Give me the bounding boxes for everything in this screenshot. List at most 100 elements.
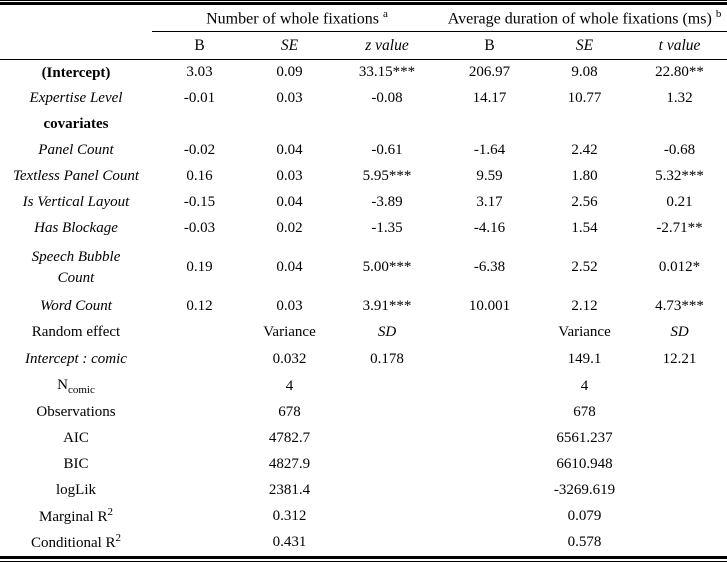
row-label-text: logLik	[56, 482, 96, 499]
cell: 4.73***	[655, 298, 704, 314]
cell: 9.08	[571, 64, 598, 81]
cell: -0.15	[183, 194, 216, 210]
table-row: Panel Count -0.02 0.04 -0.61 -1.64 2.42 -0.68	[0, 138, 727, 164]
spanner-row: Number of whole fixations a Average dura…	[0, 5, 727, 32]
cell	[442, 374, 537, 400]
cell: 33.15***	[358, 64, 416, 81]
cell: 0.03	[276, 298, 303, 314]
row-label: Has Blockage	[0, 216, 152, 242]
table-row: Word Count 0.12 0.03 3.91*** 10.001 2.12 4.73*…	[0, 294, 727, 320]
row-label: Panel Count	[0, 138, 152, 164]
cell: 12.21	[662, 351, 697, 367]
cell: -1.35	[371, 220, 403, 236]
cell: 0.079	[567, 508, 602, 524]
cell: 3.17	[476, 194, 503, 210]
cell: 2381.4	[268, 482, 311, 498]
col-header-z-value: z value	[332, 31, 443, 60]
cell: 4	[580, 378, 589, 394]
cell	[332, 504, 442, 530]
row-label: Speech Bubble Count	[0, 242, 152, 294]
cell: 0.04	[276, 259, 303, 275]
cell: 678	[573, 404, 596, 420]
row-label: Textless Panel Count	[0, 164, 152, 190]
cell	[632, 400, 727, 426]
cell: 6561.237	[556, 430, 613, 446]
cell: 0.21	[666, 194, 693, 210]
row-label: Conditional R2	[0, 530, 152, 556]
column-header-row: B SE z value B SE t value	[0, 31, 727, 60]
cell: -0.68	[663, 142, 696, 158]
table-row: BIC 4827.9 6610.948	[0, 452, 727, 478]
row-label-superscript: 2	[107, 506, 113, 519]
cell	[247, 112, 332, 138]
cell: SD	[377, 324, 397, 340]
cell	[332, 426, 442, 452]
cell	[152, 320, 247, 346]
cell: 0.578	[567, 534, 602, 550]
col-header-t-value: t value	[632, 31, 727, 60]
cell: 0.02	[276, 220, 303, 236]
cell: 149.1	[567, 351, 602, 367]
cell	[152, 504, 247, 530]
cell: 2.52	[571, 259, 598, 275]
col-header-se-right: SE	[537, 31, 633, 60]
cell: 6610.948	[556, 456, 613, 472]
cell	[332, 374, 442, 400]
cell	[152, 426, 247, 452]
bottom-rule-thick	[0, 555, 727, 559]
cell: 0.032	[272, 351, 307, 367]
cell	[632, 426, 727, 452]
table-row: Speech Bubble Count 0.19 0.04 5.00*** -6.38 2…	[0, 242, 727, 294]
row-label-text: Speech Bubble Count	[31, 249, 121, 286]
cell	[442, 426, 537, 452]
row-label-text: Word Count	[40, 298, 112, 315]
row-label: Expertise Level	[0, 86, 152, 112]
cell	[442, 112, 537, 138]
cell: -2.71**	[656, 220, 703, 236]
cell	[442, 504, 537, 530]
bottom-rule-thin	[0, 560, 727, 562]
cell: 10.77	[567, 90, 602, 106]
cell: -6.38	[473, 259, 506, 275]
cell: 1.80	[571, 168, 598, 184]
cell	[152, 530, 247, 556]
cell: 678	[278, 404, 301, 420]
row-label: BIC	[0, 452, 152, 478]
spanner-right-title: Average duration of whole fixations (ms)	[447, 10, 712, 28]
cell	[152, 346, 247, 374]
cell	[632, 530, 727, 556]
cell: 206.97	[468, 64, 511, 81]
cell: Variance	[263, 324, 316, 340]
cell: 0.03	[276, 168, 303, 184]
cell: 0.04	[276, 142, 303, 158]
cell: 5.00***	[362, 259, 412, 275]
row-label: Marginal R2	[0, 504, 152, 530]
cell: 2.12	[571, 298, 598, 314]
row-label-subscript: comic	[67, 384, 95, 397]
cell: -3.89	[371, 194, 403, 210]
table-row: logLik 2381.4 -3269.619	[0, 478, 727, 504]
cell	[632, 452, 727, 478]
row-label-text: N	[57, 377, 68, 394]
cell	[632, 504, 727, 530]
cell	[442, 452, 537, 478]
cell	[152, 374, 247, 400]
table-row: (Intercept) 3.03 0.09 33.15*** 206.97 9.08 22.…	[0, 60, 727, 86]
cell: 4827.9	[268, 456, 311, 472]
row-label-text: Textless Panel Count	[12, 168, 140, 185]
row-label-text: Has Blockage	[34, 220, 118, 237]
cell: -0.01	[183, 90, 216, 106]
table-row: Intercept : comic 0.032 0.178 149.1 12.21	[0, 346, 727, 374]
row-label-text: Intercept : comic	[25, 351, 127, 368]
row-label: Is Vertical Layout	[0, 190, 152, 216]
cell	[332, 530, 442, 556]
cell: 22.80**	[655, 64, 704, 81]
cell: 0.178	[370, 351, 404, 367]
table-row: Ncomic 4 4	[0, 374, 727, 400]
table-row: Conditional R2 0.431 0.578	[0, 530, 727, 556]
cell: 14.17	[472, 90, 507, 106]
cell: -0.08	[371, 90, 403, 106]
row-label: covariates	[0, 112, 152, 138]
regression-results-table: Number of whole fixations a Average dura…	[0, 5, 727, 556]
cell: -1.64	[473, 142, 506, 158]
